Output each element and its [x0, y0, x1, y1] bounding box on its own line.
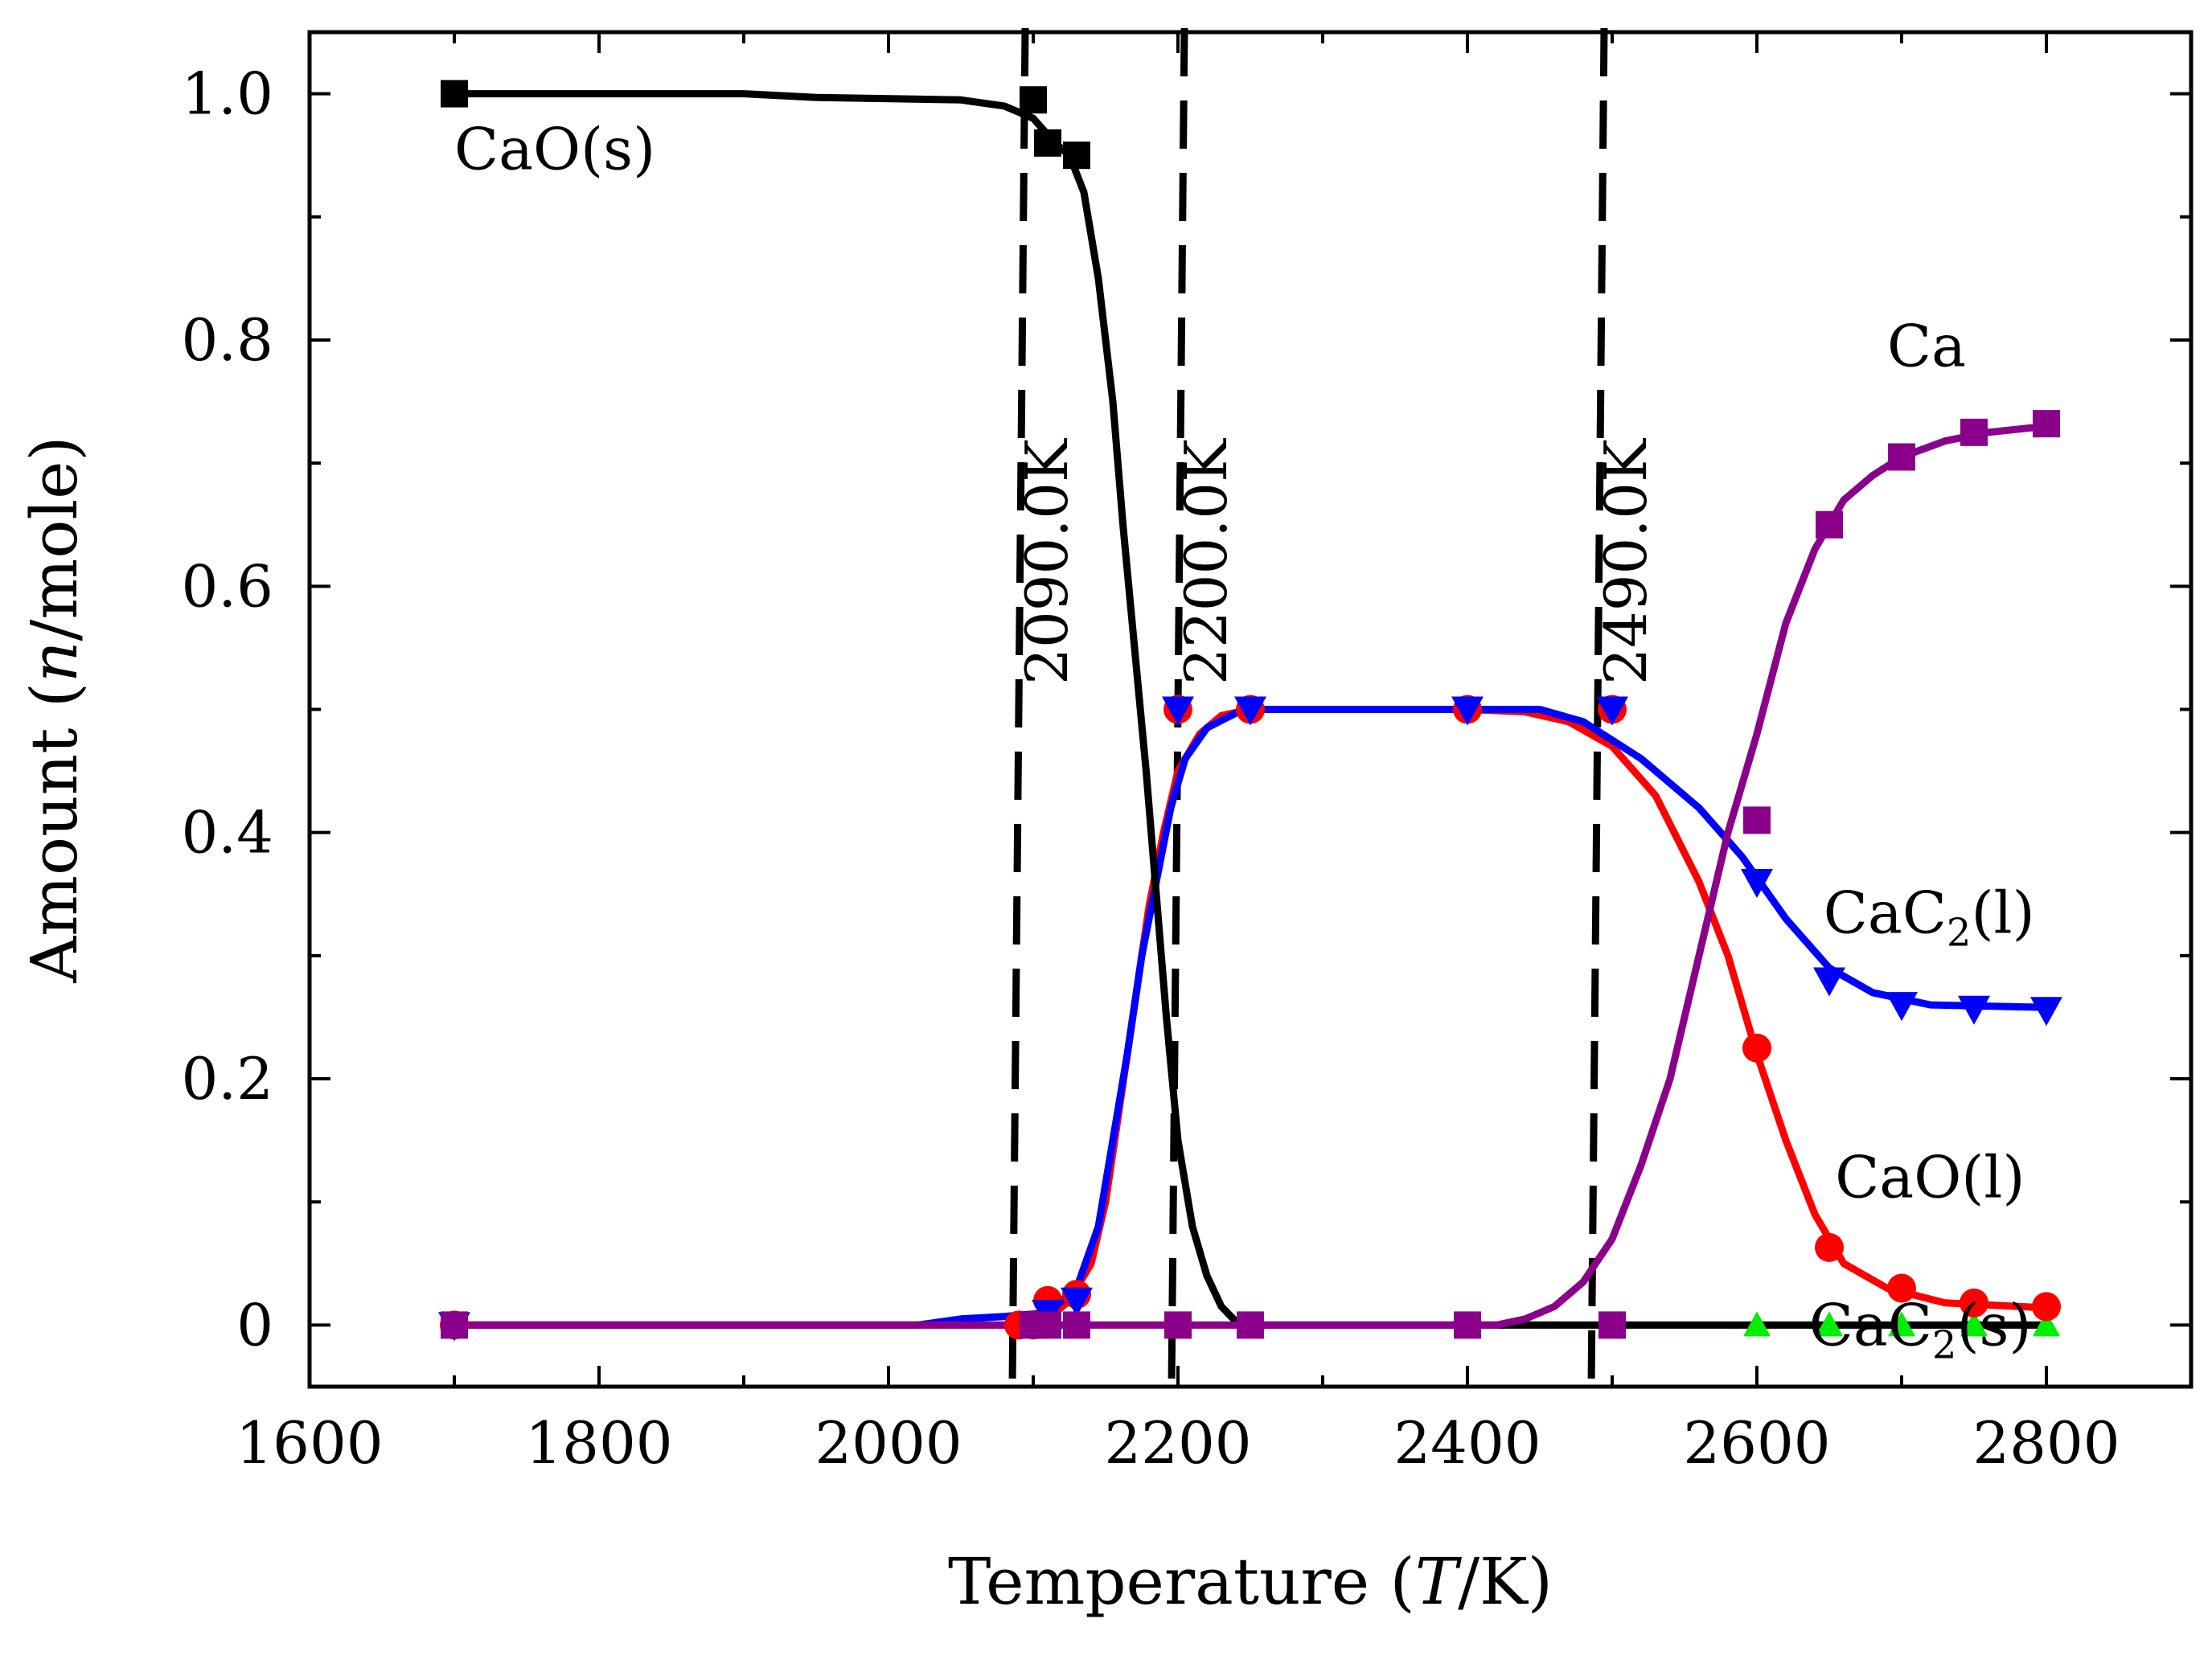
marker-cao-s: [1034, 129, 1061, 157]
marker-cao-s: [1020, 86, 1047, 114]
marker-cac2-l: [1061, 1287, 1093, 1317]
vertical-line-2490: [1587, 27, 1608, 1387]
marker-cao-l: [1742, 1033, 1771, 1063]
marker-ca: [1034, 1311, 1061, 1339]
series-label-cac2-s: CaC2(s): [1809, 1291, 2032, 1367]
axis-ticks: [308, 32, 2191, 1387]
marker-ca: [1063, 1311, 1090, 1339]
marker-ca: [1960, 418, 1988, 446]
series-label-cao-s: CaO(s): [454, 116, 655, 183]
x-tick-label: 2400: [1393, 1409, 1541, 1477]
marker-cao-s: [1063, 141, 1090, 170]
x-tick-label: 2000: [815, 1409, 962, 1477]
x-tick-label: 2800: [1972, 1409, 2120, 1477]
marker-cac2-l: [1741, 868, 1773, 898]
marker-cac2-s: [2033, 1311, 2060, 1337]
y-tick-label: 1.0: [181, 60, 273, 128]
marker-ca: [1164, 1311, 1192, 1339]
vertical-line-label-2200: 2200.0K: [1172, 438, 1240, 685]
marker-ca: [1743, 806, 1771, 834]
vertical-line-label-2090: 2090.0K: [1013, 438, 1081, 685]
series-label-ca: Ca: [1887, 313, 1966, 380]
marker-ca: [2033, 410, 2060, 438]
marker-cac2-l: [1162, 696, 1194, 726]
vertical-line-2090: [1008, 27, 1029, 1387]
y-tick-label: 0.2: [181, 1045, 273, 1113]
marker-cao-l: [2032, 1292, 2061, 1322]
marker-ca: [1237, 1311, 1264, 1339]
y-axis-title: Amount (n/mole): [17, 436, 92, 983]
marker-cao-l: [1960, 1288, 1988, 1318]
y-tick-label: 0.6: [181, 552, 273, 620]
x-tick-label: 1600: [236, 1409, 383, 1477]
marker-cac2-s: [1816, 1311, 1843, 1337]
x-tick-label: 1800: [525, 1409, 672, 1477]
series-label-cao-l: CaO(l): [1835, 1144, 2025, 1211]
marker-cac2-l: [1886, 992, 1918, 1022]
y-tick-label: 0.4: [181, 799, 273, 867]
marker-ca: [441, 1311, 468, 1339]
vertical-line-label-2490: 2490.0K: [1592, 438, 1660, 685]
marker-ca: [1598, 1311, 1626, 1339]
y-tick-label: 0.8: [181, 306, 273, 374]
vertical-line-labels: 2090.0K 2200.0K 2490.0K: [1013, 438, 1660, 685]
marker-cac2-s: [1888, 1311, 1915, 1337]
marker-cac2-s: [1960, 1311, 1988, 1337]
series-label-cac2-l: CaC2(l): [1824, 879, 2035, 955]
series-line-cao-l: [454, 706, 2047, 1329]
marker-cao-l: [1887, 1273, 1916, 1303]
series-line-cao-s: [454, 90, 2046, 1329]
y-tick-label: 0: [236, 1291, 273, 1359]
marker-cao-l: [1815, 1232, 1844, 1262]
series-labels: CaO(s) CaO(l) CaC2(l) CaC2(s) Ca: [454, 116, 2035, 1368]
marker-cac2-l: [1813, 967, 1845, 997]
tick-labels: 1600 1800 2000 2200 2400 2600 2800 0 0.2 0.4 0.6 0.…: [181, 60, 2120, 1477]
x-tick-label: 2600: [1683, 1409, 1830, 1477]
marker-cac2-l: [1596, 696, 1628, 726]
marker-cac2-l: [2030, 997, 2062, 1027]
x-axis-title: Temperature (T/K): [948, 1544, 1553, 1619]
series-markers: [438, 80, 2062, 1342]
marker-cac2-s: [1743, 1311, 1771, 1337]
marker-cao-s: [441, 80, 468, 108]
x-tick-label: 2200: [1104, 1409, 1251, 1477]
marker-ca: [1454, 1311, 1481, 1339]
marker-cac2-l: [1958, 995, 1990, 1025]
marker-ca: [1888, 443, 1915, 471]
marker-ca: [1816, 510, 1843, 539]
marker-cac2-l: [1451, 696, 1484, 726]
marker-cac2-l: [1234, 696, 1266, 726]
series-line-cac2-l: [454, 706, 2047, 1329]
